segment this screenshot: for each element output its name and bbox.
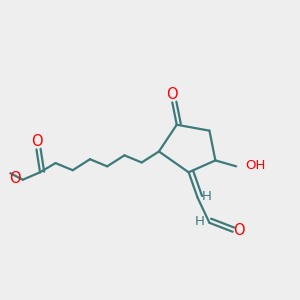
Text: OH: OH	[245, 159, 266, 172]
Text: H: H	[202, 190, 212, 202]
Text: O: O	[9, 171, 20, 186]
Text: O: O	[31, 134, 42, 149]
Text: H: H	[195, 215, 205, 228]
Text: O: O	[233, 223, 245, 238]
Text: O: O	[167, 87, 178, 102]
